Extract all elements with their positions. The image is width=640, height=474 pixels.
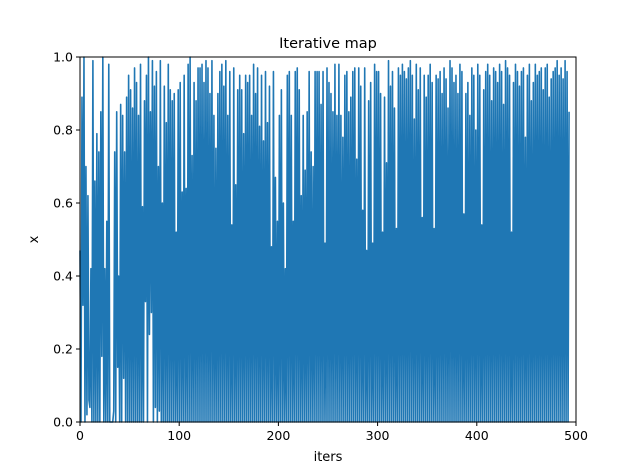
x-tick-label: 100 [167, 428, 191, 443]
y-axis-ticks: 0.0 0.2 0.4 0.6 0.8 1.0 [53, 50, 80, 430]
y-tick-label: 0.6 [53, 196, 73, 211]
series-line [79, 56, 570, 423]
y-tick-label: 0.4 [53, 269, 73, 284]
axes-frame [79, 56, 577, 423]
x-tick-label: 400 [465, 428, 489, 443]
x-axis-ticks: 0 100 200 300 400 500 [76, 422, 588, 443]
chart-title: Iterative map [279, 36, 377, 52]
x-tick-label: 0 [76, 428, 84, 443]
y-tick-label: 0.0 [53, 415, 73, 430]
y-tick-label: 0.2 [53, 342, 73, 357]
x-tick-label: 500 [564, 428, 588, 443]
plot-area [79, 56, 577, 423]
y-axis-label: x [27, 235, 42, 243]
y-tick-label: 0.8 [53, 123, 73, 138]
x-axis-label: iters [314, 450, 343, 465]
x-tick-label: 300 [366, 428, 390, 443]
x-tick-label: 200 [266, 428, 290, 443]
y-tick-label: 1.0 [53, 50, 73, 65]
